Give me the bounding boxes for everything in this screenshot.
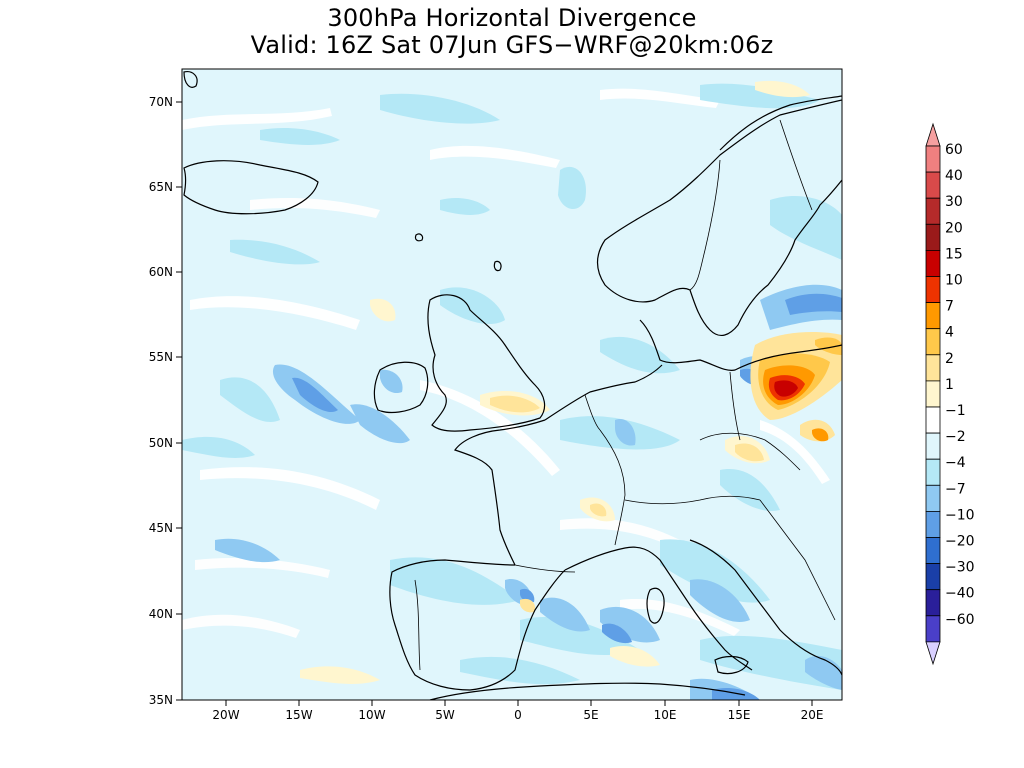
great-britain-coastline (427, 294, 546, 432)
scandinavia-coastline (596, 99, 842, 337)
lat-tick-60n: 60N (149, 265, 173, 279)
lat-tick-45n: 45N (149, 521, 173, 535)
north-sea-coastline (544, 364, 663, 421)
sardinia-coastline (646, 587, 665, 624)
lat-tick-70n: 70N (149, 95, 173, 109)
colorbar-label: −10 (945, 507, 975, 523)
colorbar-label: −20 (945, 534, 975, 550)
colorbar-label: −30 (945, 560, 975, 576)
colorbar-label: 40 (945, 168, 963, 184)
colorbar-swatch (925, 615, 941, 643)
baltic-coastline (639, 319, 842, 371)
latitude-axis (176, 101, 182, 701)
lon-tick-15w: 15W (285, 708, 312, 722)
colorbar-swatch (925, 484, 941, 512)
svalbard-fragment (183, 71, 198, 88)
shetland-islands (493, 260, 502, 272)
spain-portugal-border (414, 579, 421, 671)
colorbar-swatch (925, 432, 941, 460)
divergence-maximum (750, 332, 842, 442)
iceland-coastline (183, 160, 319, 215)
colorbar-label: 2 (945, 351, 954, 367)
lon-tick-20e: 20E (801, 708, 824, 722)
colorbar-swatch (925, 380, 941, 408)
colorbar-swatch (925, 223, 941, 251)
germany-poland-border (729, 371, 741, 441)
colorbar-label: 4 (945, 325, 954, 341)
colorbar-label: −4 (945, 455, 966, 471)
colorbar-swatch (925, 171, 941, 199)
colorbar-swatch (925, 589, 941, 617)
colorbar: 60 40 30 20 15 10 7 4 2 1 −1 −2 −4 −7 −10 −20 −30 −40 −60 (925, 122, 975, 666)
lat-tick-35n: 35N (149, 693, 173, 707)
colorbar-swatch (925, 537, 941, 565)
colorbar-label: −1 (945, 403, 966, 419)
sweden-finland-border (779, 119, 813, 211)
france-coastline (454, 419, 546, 566)
colorbar-swatch (925, 302, 941, 330)
france-spain-border (514, 564, 576, 573)
colorbar-label: −40 (945, 586, 975, 602)
lat-tick-40n: 40N (149, 607, 173, 621)
balkan-border (759, 499, 836, 621)
colorbar-label: 60 (945, 142, 963, 158)
colorbar-swatch (925, 276, 941, 304)
colorbar-label: 7 (945, 299, 954, 315)
colorbar-label: 15 (945, 246, 963, 262)
colorbar-swatch (925, 249, 941, 277)
north-africa-coastline (429, 682, 746, 700)
lon-tick-15e: 15E (728, 708, 751, 722)
iberia-coastline (389, 559, 566, 691)
lon-tick-5e: 5E (583, 708, 598, 722)
colorbar-swatch (925, 458, 941, 486)
colorbar-swatch (925, 510, 941, 538)
country-borders (414, 119, 836, 671)
colorbar-top-arrow (925, 122, 941, 147)
lon-tick-0: 0 (514, 708, 522, 722)
colorbar-label: −2 (945, 429, 966, 445)
france-germany-border (599, 429, 626, 546)
colorbar-label: 30 (945, 194, 963, 210)
sicily-coastline (714, 655, 749, 675)
coastlines (183, 71, 842, 700)
norway-north-coastline (719, 95, 842, 151)
colorbar-swatch (925, 406, 941, 434)
longitude-axis (225, 700, 813, 706)
sweden-norway-border (689, 159, 721, 291)
lon-tick-10w: 10W (358, 708, 385, 722)
colorbar-label: 20 (945, 220, 963, 236)
chart-title: 300hPa Horizontal Divergence (327, 4, 697, 32)
colorbar-swatch (925, 563, 941, 591)
colorbar-swatch (925, 328, 941, 356)
lon-tick-20w: 20W (212, 708, 239, 722)
adriatic-coastline (689, 539, 842, 676)
czech-border (699, 432, 801, 471)
faroe-islands (414, 233, 424, 242)
lon-tick-10e: 10E (654, 708, 677, 722)
divergence-field (182, 80, 842, 700)
alps-border (624, 495, 761, 505)
lon-tick-5w: 5W (435, 708, 455, 722)
lat-tick-65n: 65N (149, 180, 173, 194)
neutral-contours (182, 88, 830, 638)
colorbar-label: 10 (945, 273, 963, 289)
colorbar-swatch (925, 354, 941, 382)
chart-subtitle: Valid: 16Z Sat 07Jun GFS−WRF@20km:06z (250, 31, 774, 59)
colorbar-swatch (925, 145, 941, 173)
colorbar-label: −7 (945, 481, 966, 497)
mediterranean-coastline (564, 546, 753, 671)
divergence-contours-minus-2 (182, 83, 842, 690)
plot-frame (181, 68, 843, 701)
benelux-border (584, 394, 601, 431)
colorbar-label: 1 (945, 377, 954, 393)
colorbar-swatch (925, 197, 941, 225)
lat-tick-55n: 55N (149, 350, 173, 364)
ireland-coastline (373, 361, 429, 414)
colorbar-bottom-arrow (925, 641, 941, 666)
colorbar-label: −60 (945, 612, 975, 628)
lat-tick-50n: 50N (149, 436, 173, 450)
